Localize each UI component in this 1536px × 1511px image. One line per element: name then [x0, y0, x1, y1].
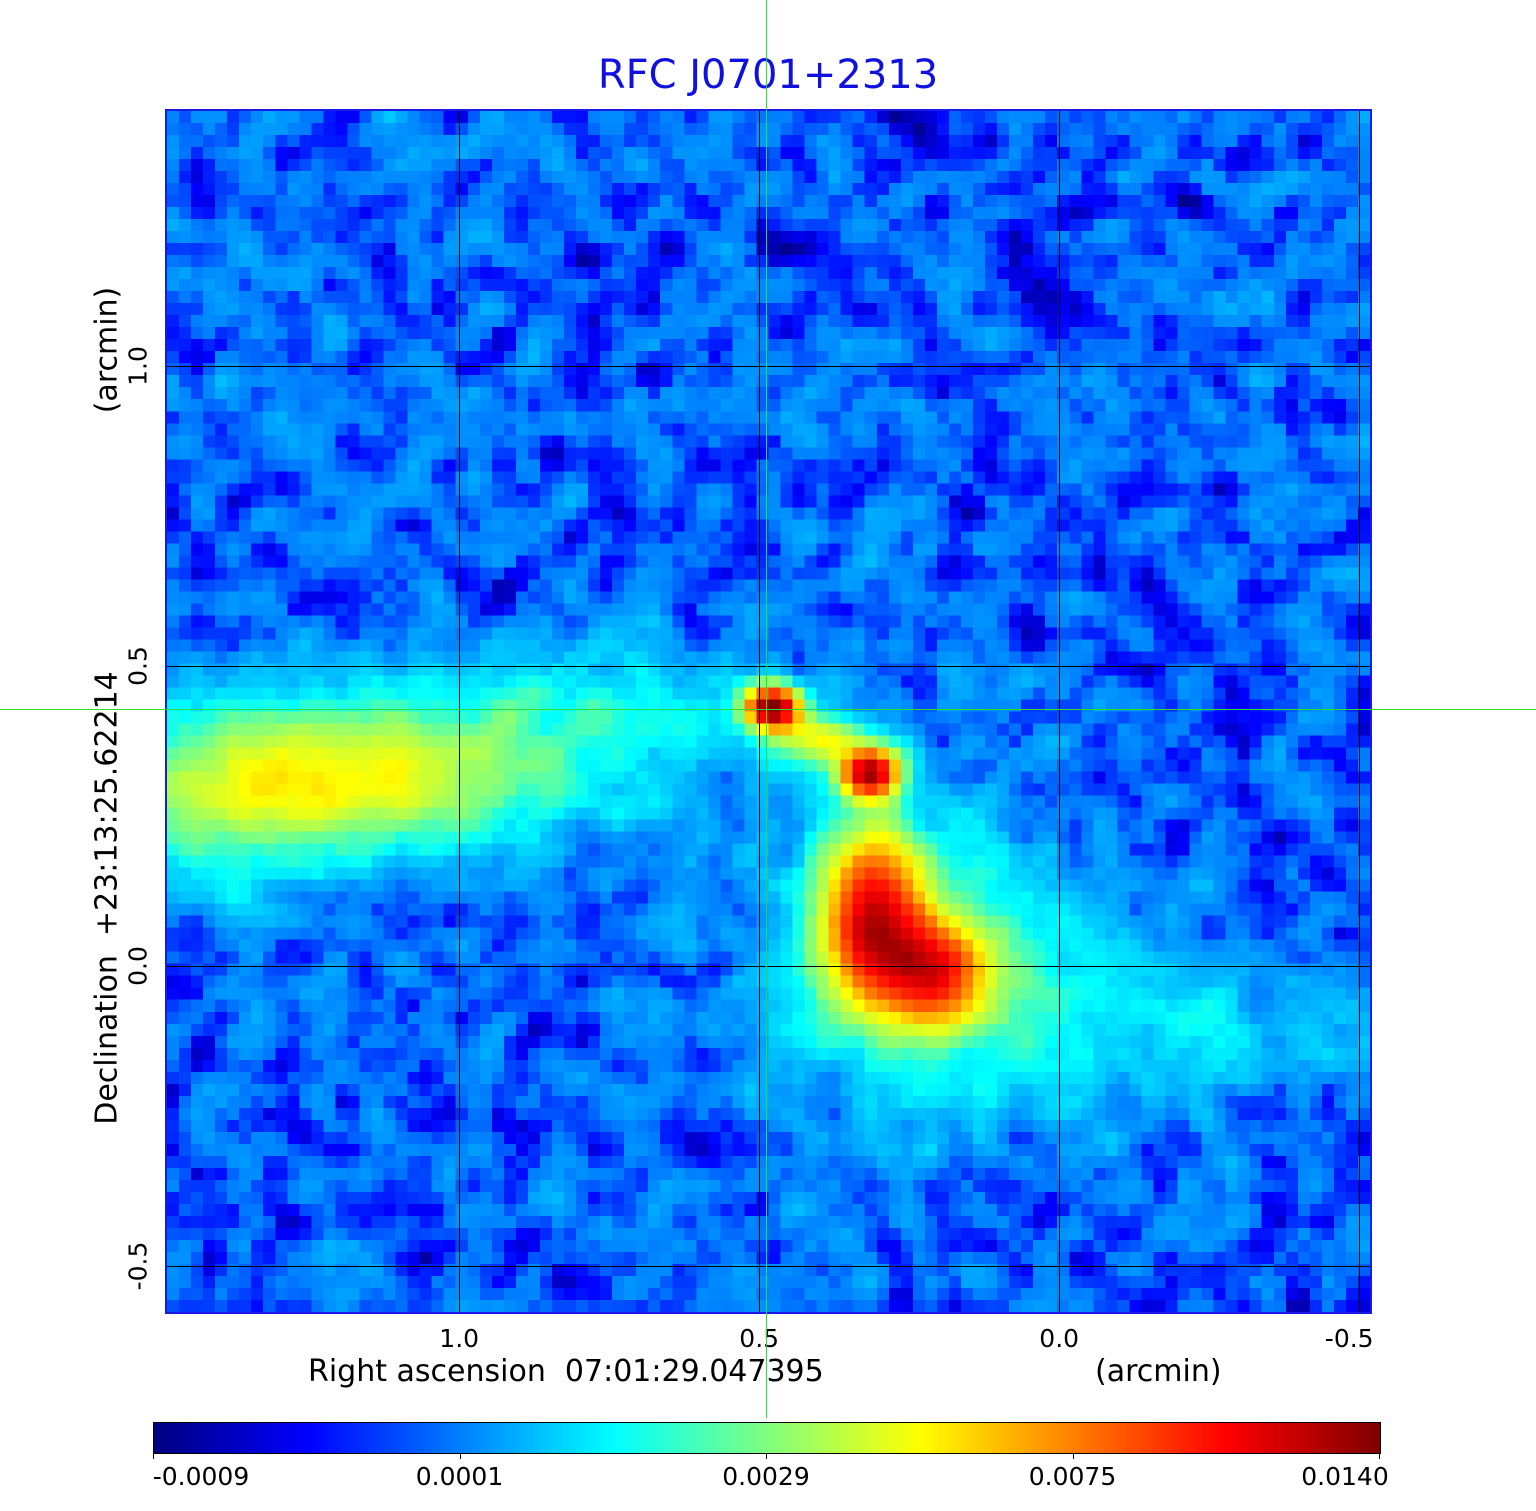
colorbar-tick-label: -0.0009: [152, 1462, 250, 1491]
y-tick-label: 0.5: [123, 646, 153, 686]
grid-line-x: [759, 111, 761, 1312]
plot-frame: [165, 109, 1372, 1314]
x-tick-label: 1.0: [439, 1324, 480, 1353]
x-axis-label: Right ascension 07:01:29.047395: [308, 1354, 824, 1389]
crosshair-horizontal: [0, 709, 1536, 710]
y-tick-label: -0.5: [123, 1241, 153, 1291]
colorbar-tick-label: 0.0075: [1028, 1462, 1117, 1491]
grid-line-x: [1359, 111, 1361, 1312]
colorbar: [153, 1422, 1381, 1454]
grid-line-x: [1059, 111, 1061, 1312]
grid-line-x: [459, 111, 461, 1312]
grid-line-y: [167, 1265, 1370, 1267]
x-tick-label: -0.5: [1324, 1324, 1374, 1353]
colorbar-tick-label: 0.0140: [1301, 1462, 1389, 1491]
colorbar-tick-label: 0.0001: [415, 1462, 504, 1491]
x-tick-label: 0.0: [1039, 1324, 1080, 1353]
intensity-heatmap: [167, 111, 1370, 1312]
colorbar-tick-mark: [1379, 1453, 1380, 1459]
x-tick-label: 0.5: [739, 1324, 780, 1353]
colorbar-tick-mark: [766, 1453, 767, 1459]
chart-title: RFC J0701+2313: [597, 52, 939, 98]
x-axis-unit: (arcmin): [1095, 1354, 1222, 1389]
grid-line-y: [167, 365, 1370, 367]
colorbar-tick-mark: [153, 1453, 154, 1459]
y-axis-label: Declination +23:13:25.62214: [89, 671, 125, 1125]
grid-line-y: [167, 965, 1370, 967]
y-tick-label: 1.0: [123, 346, 153, 386]
grid-line-y: [167, 665, 1370, 667]
colorbar-tick-label: 0.0029: [722, 1462, 810, 1491]
y-tick-label: 0.0: [123, 945, 153, 986]
image-plot-area[interactable]: [167, 111, 1370, 1312]
y-axis-unit: (arcmin): [89, 286, 125, 414]
colorbar-tick-mark: [1072, 1453, 1074, 1459]
colorbar-tick-mark: [459, 1453, 461, 1459]
